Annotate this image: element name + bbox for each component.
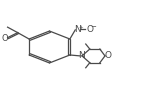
- Text: O: O: [104, 51, 111, 60]
- Text: O: O: [1, 34, 8, 43]
- Text: N: N: [75, 25, 81, 34]
- Text: −: −: [90, 24, 96, 30]
- Text: N: N: [79, 51, 85, 60]
- Text: O: O: [86, 25, 93, 34]
- Text: +: +: [79, 25, 83, 30]
